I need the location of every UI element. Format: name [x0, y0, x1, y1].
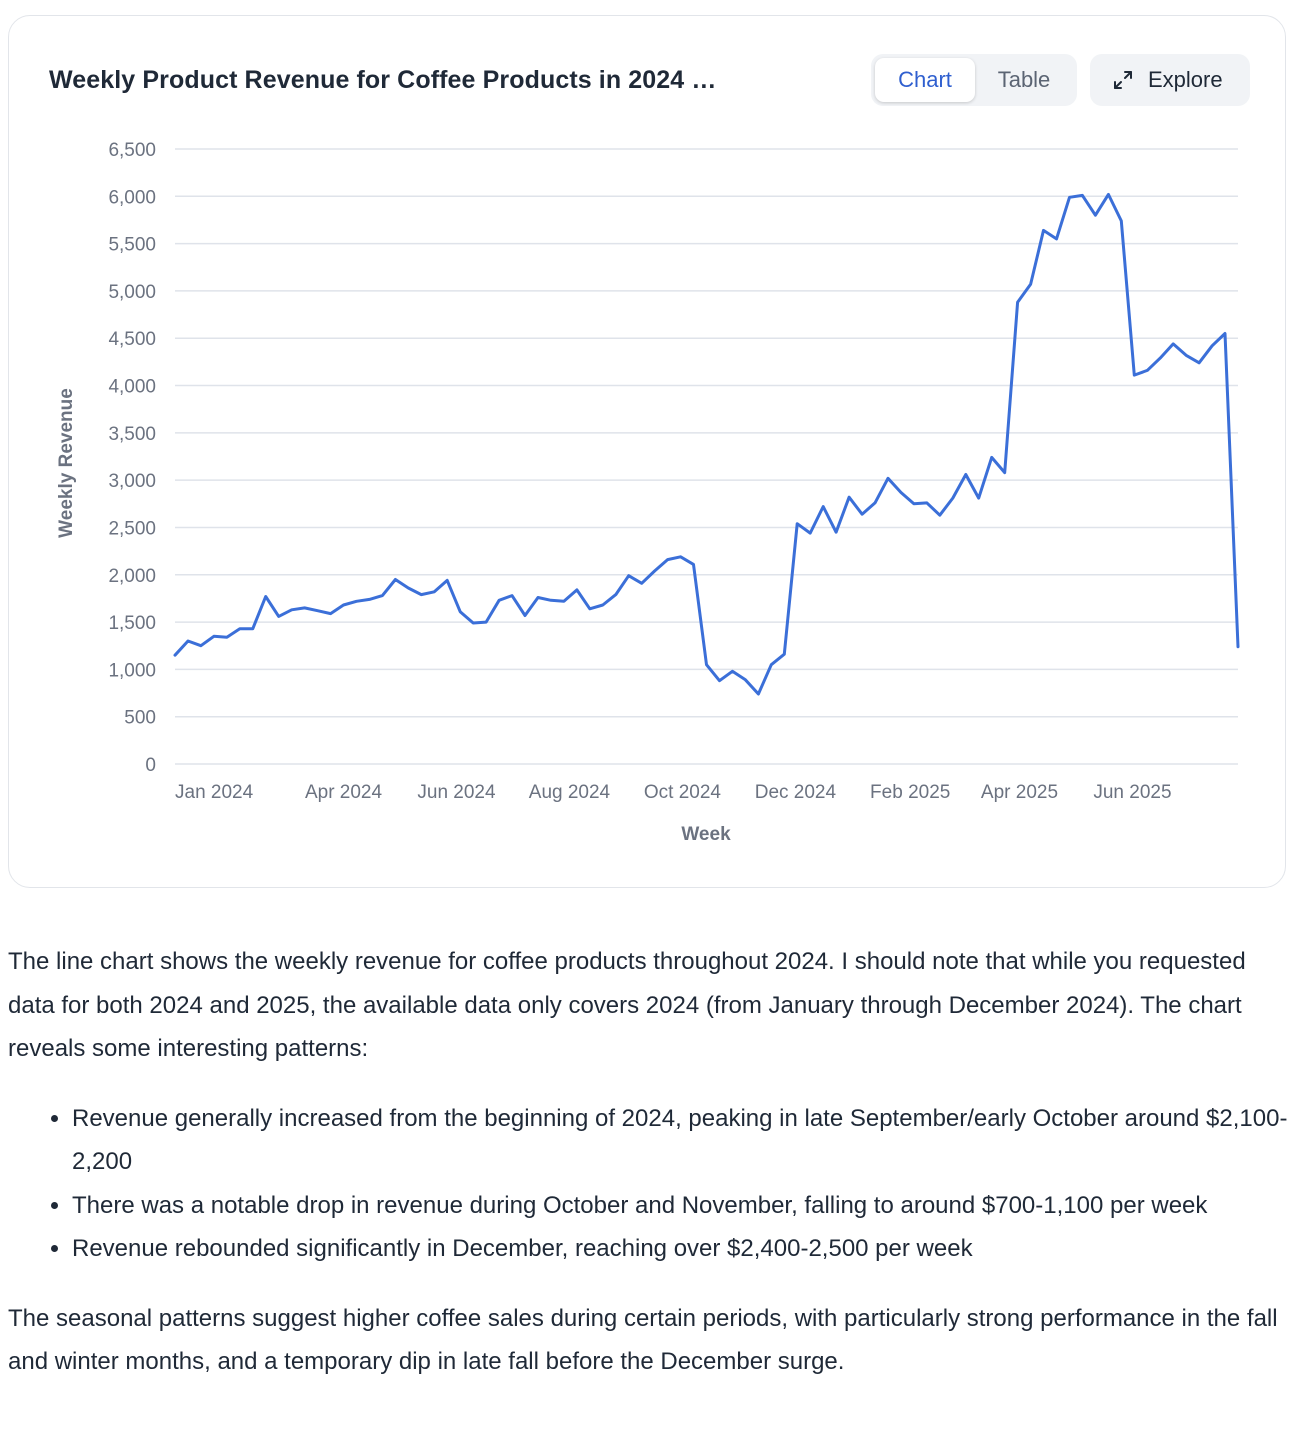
x-tick-label: Jun 2025 [1093, 782, 1171, 803]
y-tick-label: 500 [124, 708, 156, 729]
explore-button[interactable]: Explore [1090, 54, 1250, 106]
y-tick-label: 3,500 [108, 424, 156, 445]
y-tick-label: 0 [145, 755, 156, 776]
x-axis-ticks: Jan 2024 Apr 2024 Jun 2024 Aug 2024 Oct 2024… [175, 782, 1172, 803]
outro-paragraph: The seasonal patterns suggest higher cof… [8, 1304, 1278, 1376]
y-tick-label: 2,000 [108, 566, 156, 587]
y-tick-label: 6,500 [108, 140, 156, 161]
x-tick-label: Apr 2024 [305, 782, 383, 803]
bullet-list: Revenue generally increased from the beg… [8, 1097, 1292, 1271]
x-tick-label: Feb 2025 [870, 782, 950, 803]
y-axis-label: Weekly Revenue [56, 388, 77, 538]
y-tick-label: 6,000 [108, 187, 156, 208]
x-tick-label: Jan 2024 [175, 782, 254, 803]
view-toggle: Chart Table [871, 54, 1077, 106]
y-tick-label: 4,000 [108, 377, 156, 398]
explore-label: Explore [1148, 67, 1223, 92]
y-tick-label: 1,500 [108, 613, 156, 634]
x-tick-label: Dec 2024 [755, 782, 837, 803]
list-item: There was a notable drop in revenue duri… [72, 1184, 1292, 1228]
x-tick-label: Apr 2025 [981, 782, 1058, 803]
y-tick-label: 2,500 [108, 518, 156, 539]
tab-table[interactable]: Table [997, 67, 1051, 92]
y-tick-label: 5,000 [108, 282, 156, 303]
x-tick-label: Oct 2024 [644, 782, 722, 803]
x-tick-label: Jun 2024 [417, 782, 496, 803]
response-text: The line chart shows the weekly revenue … [8, 940, 1292, 1384]
list-item: Revenue generally increased from the beg… [72, 1097, 1292, 1184]
y-tick-label: 1,000 [108, 660, 156, 681]
line-chart: 0 500 1,000 1,500 2,000 2,500 3,000 3,500 4,000 4… [56, 140, 1240, 845]
chart-card: Weekly Product Revenue for Coffee Produc… [8, 15, 1286, 888]
y-tick-label: 3,000 [108, 471, 156, 492]
list-item: Revenue rebounded significantly in Decem… [72, 1227, 1292, 1271]
series-line [173, 192, 1240, 696]
chart-title: Weekly Product Revenue for Coffee Produc… [49, 66, 717, 94]
tab-chart[interactable]: Chart [875, 58, 975, 102]
y-axis-ticks: 0 500 1,000 1,500 2,000 2,500 3,000 3,500 4,000 4… [108, 140, 156, 776]
x-tick-label: Aug 2024 [529, 782, 611, 803]
grid-lines [175, 148, 1238, 765]
intro-paragraph: The line chart shows the weekly revenue … [8, 948, 1246, 1062]
y-tick-label: 5,500 [108, 235, 156, 256]
x-axis-label: Week [681, 824, 731, 845]
expand-icon [1114, 71, 1132, 89]
y-tick-label: 4,500 [108, 329, 156, 350]
